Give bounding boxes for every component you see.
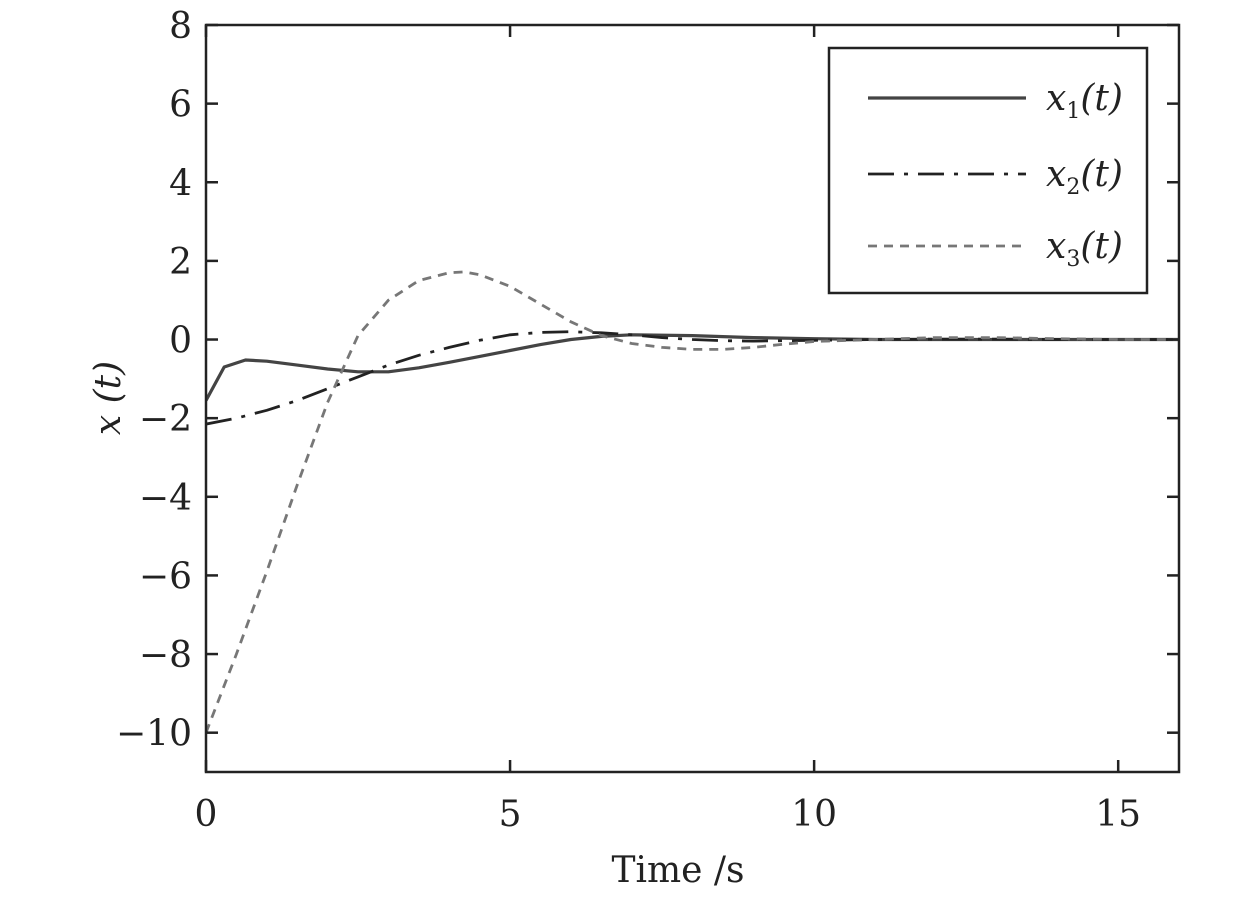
y-axis-label: x (t) (88, 361, 129, 435)
x-axis-label: Time /s (611, 850, 744, 891)
plot-frame (204, 23, 1181, 774)
y-tick-label: 8 (169, 6, 192, 47)
series-layer (206, 270, 1179, 734)
y-tick-label: 4 (169, 163, 192, 204)
x-tick-label: 5 (499, 794, 522, 835)
y-tick-label: −10 (116, 714, 192, 755)
y-tick-label: −4 (139, 478, 192, 519)
legend-label-1: x1(t) (1046, 78, 1123, 124)
ticks-layer (204, 23, 1179, 772)
y-tick-label: 6 (169, 85, 192, 126)
legend-label-2: x2(t) (1046, 154, 1123, 200)
legend-box (827, 46, 1149, 295)
series-line-3 (206, 270, 1179, 734)
series-line-1 (206, 333, 1179, 402)
y-tick-label: −8 (139, 635, 192, 676)
y-tick-label: −2 (139, 399, 192, 440)
legend-label-3: x3(t) (1046, 226, 1123, 272)
x-tick-label: 0 (195, 794, 218, 835)
x-tick-label: 10 (791, 794, 837, 835)
series-line-2 (206, 330, 1179, 426)
x-tick-label: 15 (1095, 794, 1141, 835)
y-tick-label: 0 (169, 321, 192, 362)
legend: x1(t) x2(t) x3(t) (827, 46, 1149, 295)
y-tick-label: 2 (169, 242, 192, 283)
y-tick-label: −6 (139, 556, 192, 597)
tick-labels-layer: 0 5 10 15 8 6 4 2 0 −2 −4 −6 −8 −10 (116, 6, 1141, 835)
